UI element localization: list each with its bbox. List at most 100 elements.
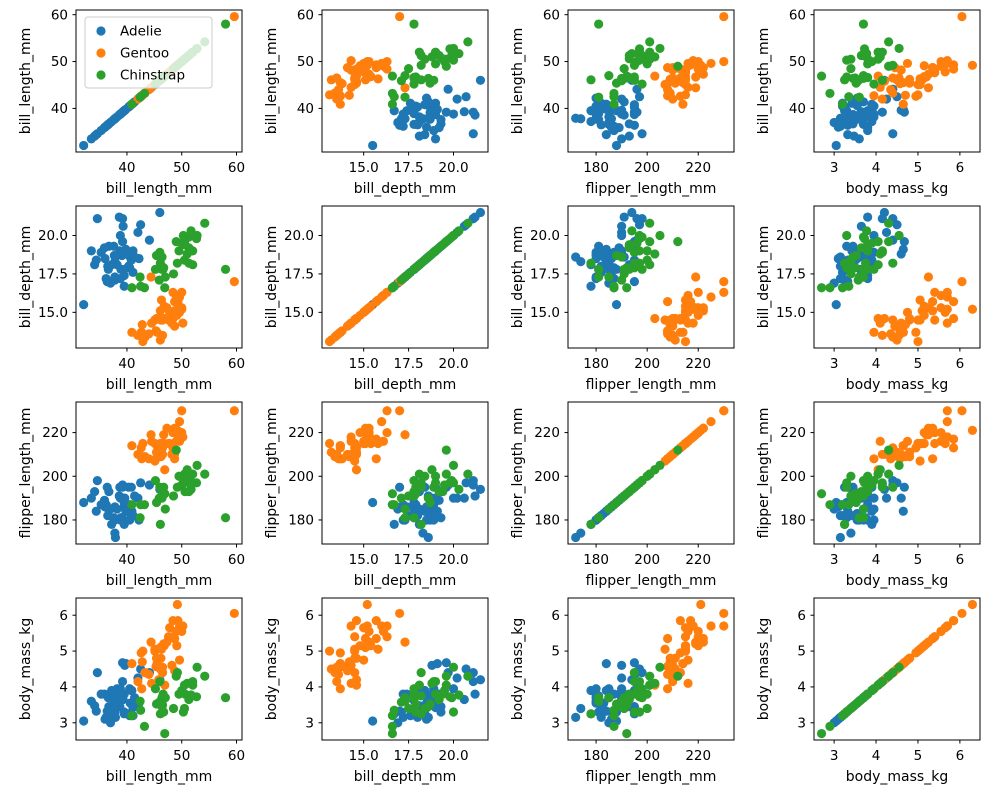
data-point	[693, 64, 703, 74]
data-point	[136, 443, 146, 453]
data-point	[101, 500, 111, 510]
data-point	[420, 471, 430, 481]
data-point	[847, 511, 857, 521]
data-point	[157, 693, 167, 703]
data-point	[351, 680, 362, 690]
series-adelie-points	[79, 207, 165, 310]
data-point	[373, 438, 383, 449]
data-point	[412, 120, 423, 130]
data-point	[167, 660, 177, 671]
data-point	[604, 71, 614, 81]
x-tick-label: 15.0	[349, 552, 379, 568]
data-point	[168, 427, 178, 438]
y-tick-label: 15.0	[38, 305, 68, 321]
data-point	[936, 427, 946, 438]
data-point	[842, 263, 852, 273]
data-point	[180, 240, 190, 250]
data-point	[571, 712, 581, 723]
y-axis-label: body_mass_kg	[756, 618, 772, 720]
data-point	[448, 478, 459, 488]
data-point	[863, 59, 873, 69]
data-point	[825, 721, 835, 731]
data-point	[948, 615, 959, 626]
x-tick-label: 40	[118, 748, 135, 764]
data-point	[182, 678, 192, 688]
data-point	[846, 54, 856, 64]
scatter-points-layer	[79, 207, 239, 347]
data-point	[119, 707, 129, 717]
data-point	[438, 689, 448, 699]
data-point	[475, 207, 486, 218]
data-point	[594, 19, 604, 29]
data-point	[387, 99, 398, 109]
data-point	[137, 320, 147, 330]
data-point	[364, 626, 374, 636]
series-chinstrap-points	[586, 662, 683, 739]
data-point	[719, 608, 729, 619]
data-point	[642, 246, 652, 256]
data-point	[877, 214, 887, 224]
data-point	[324, 90, 335, 100]
data-point	[351, 313, 362, 324]
data-point	[642, 255, 652, 265]
data-point	[172, 599, 182, 610]
data-point	[928, 633, 938, 644]
data-point	[586, 75, 596, 85]
data-point	[683, 318, 693, 328]
x-tick-label: 20.0	[438, 356, 468, 372]
data-point	[594, 513, 604, 523]
data-point	[825, 88, 835, 99]
data-point	[886, 329, 896, 339]
x-tick-label: 4	[872, 748, 881, 764]
data-point	[867, 100, 877, 110]
data-point	[409, 491, 419, 501]
data-point	[423, 113, 433, 123]
data-point	[400, 513, 410, 523]
data-point	[930, 315, 940, 325]
data-point	[884, 237, 894, 247]
data-point	[923, 430, 934, 440]
subplot-flipper_length_mm-vs-body_mass_kg: 3 4 5 6 180 200 220 body_mass_kg flipper_length_…	[756, 401, 981, 589]
data-point	[229, 406, 239, 416]
series-adelie-points	[368, 658, 486, 728]
data-point	[816, 283, 827, 293]
data-point	[355, 641, 365, 651]
series-chinstrap-points	[586, 19, 683, 109]
data-point	[335, 648, 345, 658]
x-tick-label: 6	[956, 748, 965, 764]
data-point	[382, 406, 392, 416]
data-point	[609, 92, 619, 102]
data-point	[441, 469, 451, 479]
x-tick-label: 200	[634, 748, 660, 764]
x-tick-label: 15.0	[349, 748, 379, 764]
data-point	[107, 685, 117, 696]
data-point	[350, 667, 360, 678]
series-chinstrap-points	[816, 445, 904, 529]
data-point	[109, 241, 119, 251]
data-point	[877, 94, 887, 104]
y-tick-label: 17.5	[530, 267, 560, 283]
data-point	[144, 329, 154, 339]
data-point	[629, 263, 639, 273]
data-point	[448, 493, 459, 503]
x-axis-label: bill_depth_mm	[354, 573, 457, 589]
y-tick-label: 4	[305, 680, 314, 696]
data-point	[867, 519, 877, 529]
data-point	[919, 61, 929, 71]
data-point	[900, 320, 910, 330]
data-point	[92, 476, 102, 486]
data-point	[629, 667, 639, 678]
data-point	[351, 71, 362, 81]
data-point	[168, 269, 179, 279]
data-point	[894, 460, 904, 470]
data-point	[673, 237, 683, 247]
data-point	[948, 443, 959, 453]
data-point	[650, 71, 660, 81]
data-point	[858, 491, 869, 501]
data-point	[622, 489, 632, 499]
data-point	[220, 264, 231, 274]
data-point	[438, 54, 448, 64]
data-point	[448, 662, 459, 672]
y-axis-label: body_mass_kg	[264, 618, 280, 720]
series-gentoo-points	[650, 11, 729, 109]
